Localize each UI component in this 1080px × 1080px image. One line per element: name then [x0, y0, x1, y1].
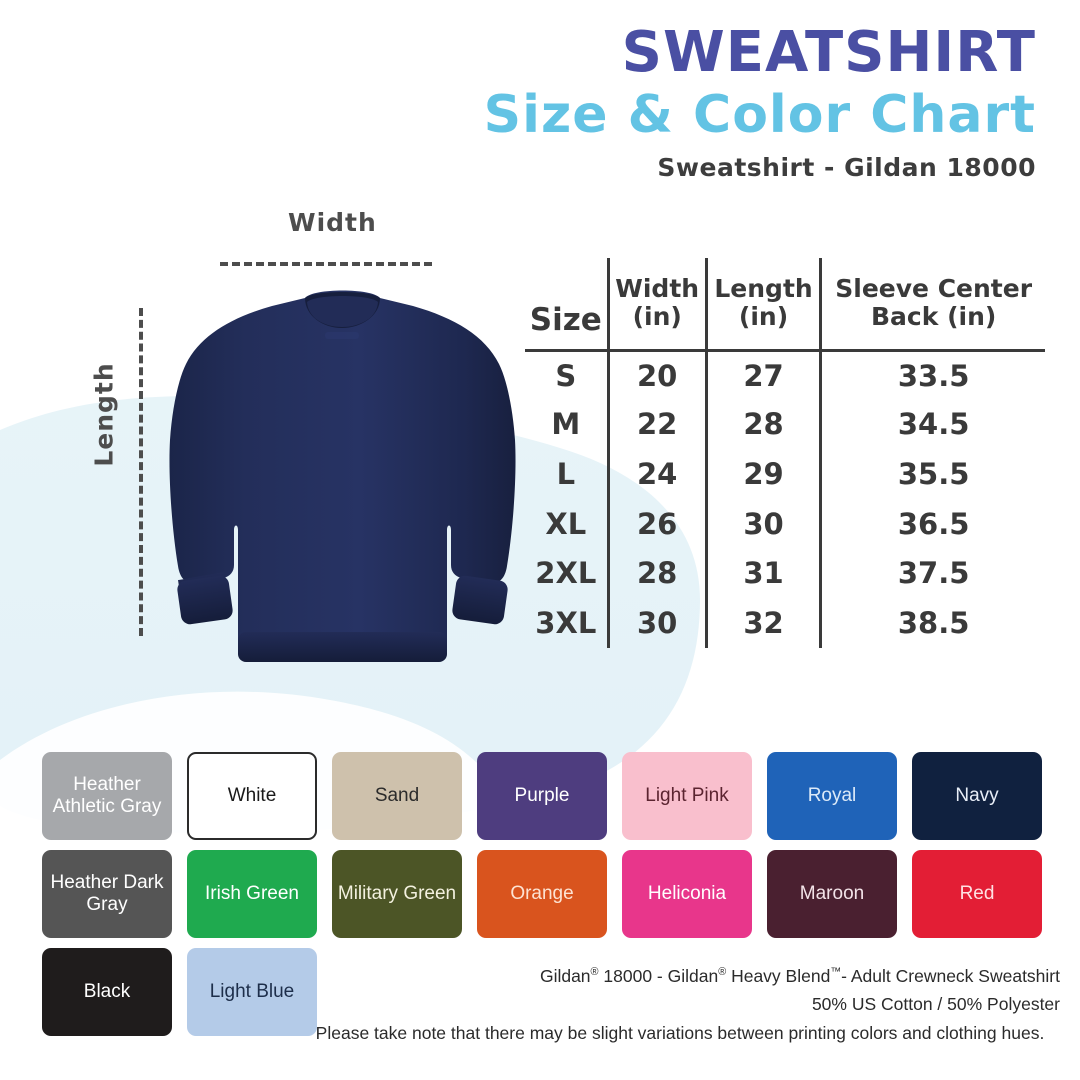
cell-sleeve: 33.5: [819, 350, 1045, 400]
cell-length: 27: [704, 350, 821, 400]
table-row: L 24 29 35.5: [525, 449, 1045, 499]
cell-width: 24: [606, 449, 707, 499]
page-title: SWEATSHIRT: [621, 20, 1036, 85]
trademark-mark-icon: ™: [830, 966, 842, 979]
garment-diagram: Width Length: [60, 200, 530, 700]
color-swatch[interactable]: Orange: [477, 850, 607, 938]
cell-sleeve: 38.5: [819, 598, 1045, 648]
table-row: XL 26 30 36.5: [525, 498, 1045, 549]
page-subtitle: Size & Color Chart: [483, 84, 1036, 145]
cell-size: L: [556, 457, 576, 492]
cell-size: XL: [545, 506, 587, 541]
column-header-sleeve: Sleeve Center Back (in): [819, 258, 1045, 350]
color-swatch[interactable]: Military Green: [332, 850, 462, 938]
color-swatch[interactable]: Sand: [332, 752, 462, 840]
size-table-head: Size Width (in) Length (in) Sleeve Cente…: [525, 258, 1045, 350]
table-row: 2XL 28 31 37.5: [525, 548, 1045, 599]
length-dashed-line: [139, 308, 143, 636]
column-header-length: Length (in): [704, 258, 821, 350]
column-header-size: Size: [529, 301, 602, 338]
cell-size: 3XL: [535, 606, 597, 641]
color-swatch[interactable]: Heather Athletic Gray: [42, 752, 172, 840]
cell-length: 30: [704, 498, 821, 549]
size-table-container: Size Width (in) Length (in) Sleeve Cente…: [525, 258, 1045, 648]
table-row: S 20 27 33.5: [525, 350, 1045, 400]
cell-width: 20: [606, 350, 707, 400]
table-header-row: Size Width (in) Length (in) Sleeve Cente…: [525, 258, 1045, 350]
registered-mark-icon-2: ®: [718, 966, 727, 979]
cell-width: 30: [606, 598, 707, 648]
sweatshirt-illustration: [169, 290, 516, 662]
footer-line-product: Gildan® 18000 - Gildan® Heavy Blend™- Ad…: [539, 966, 1060, 986]
cell-size: M: [551, 407, 581, 442]
cell-length: 29: [704, 449, 821, 499]
product-name: Sweatshirt - Gildan 18000: [657, 152, 1036, 182]
width-measure-label: Width: [288, 208, 377, 237]
color-swatch[interactable]: Light Pink: [622, 752, 752, 840]
cell-length: 28: [704, 399, 821, 450]
cell-length: 31: [704, 548, 821, 599]
length-measure-label: Length: [89, 362, 119, 467]
color-swatch[interactable]: Red: [912, 850, 1042, 938]
column-header-width: Width (in): [606, 258, 707, 350]
color-swatch[interactable]: Maroon: [767, 850, 897, 938]
cell-sleeve: 35.5: [819, 449, 1045, 499]
cell-sleeve: 34.5: [819, 399, 1045, 450]
size-table-body: S 20 27 33.5 M 22 28 34.5 L 24 29 35.5 XL 26 30 36.5 2XL…: [525, 350, 1045, 648]
color-swatch[interactable]: Purple: [477, 752, 607, 840]
size-table: Size Width (in) Length (in) Sleeve Cente…: [525, 258, 1045, 648]
cell-sleeve: 36.5: [819, 498, 1045, 549]
footer-line-fabric: 50% US Cotton / 50% Polyester: [811, 994, 1060, 1015]
color-swatch[interactable]: Heather Dark Gray: [42, 850, 172, 938]
color-swatch[interactable]: Royal: [767, 752, 897, 840]
cell-width: 22: [606, 399, 707, 450]
table-row: 3XL 30 32 38.5: [525, 598, 1045, 648]
color-swatch[interactable]: White: [187, 752, 317, 840]
footer-note: Gildan® 18000 - Gildan® Heavy Blend™- Ad…: [300, 962, 1060, 1047]
cell-size: 2XL: [535, 556, 597, 591]
color-swatch[interactable]: Heliconia: [622, 850, 752, 938]
color-swatch[interactable]: Light Blue: [187, 948, 317, 1036]
cell-width: 28: [606, 548, 707, 599]
cell-size: S: [555, 358, 577, 393]
table-row: M 22 28 34.5: [525, 399, 1045, 450]
registered-mark-icon: ®: [590, 966, 599, 979]
color-swatch[interactable]: Navy: [912, 752, 1042, 840]
cell-width: 26: [606, 498, 707, 549]
cell-sleeve: 37.5: [819, 548, 1045, 599]
cell-length: 32: [704, 598, 821, 648]
footer-line-disclaimer: Please take note that there may be sligh…: [315, 1022, 1045, 1043]
color-swatch[interactable]: Black: [42, 948, 172, 1036]
width-dashed-line: [220, 262, 432, 266]
chart-header: SWEATSHIRT Size & Color Chart Sweatshirt…: [416, 20, 1036, 188]
color-swatch[interactable]: Irish Green: [187, 850, 317, 938]
